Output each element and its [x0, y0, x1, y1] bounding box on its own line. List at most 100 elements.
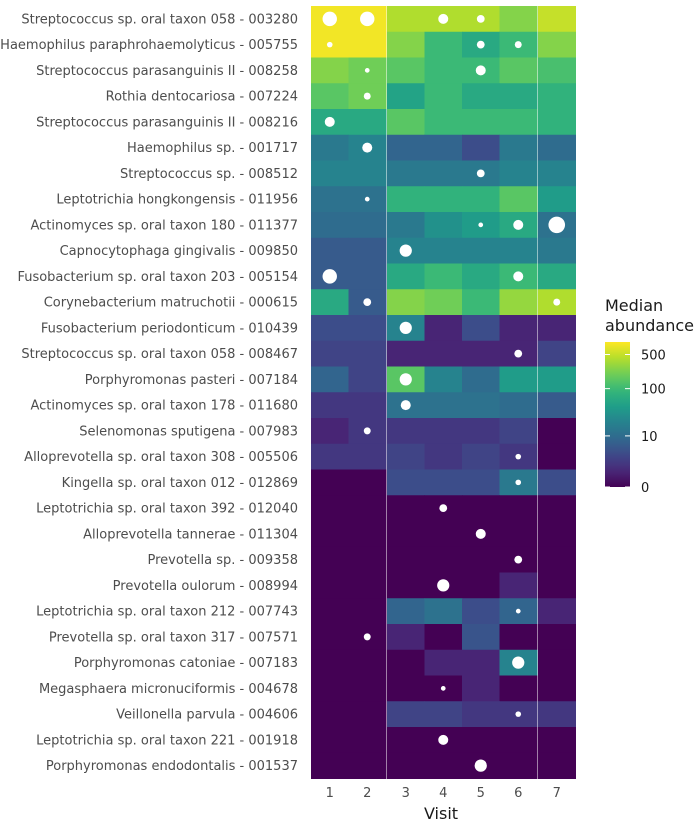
heatmap-cell: [424, 134, 463, 161]
abundance-point: [475, 65, 486, 76]
heatmap-cell: [424, 701, 463, 728]
y-tick-label: Leptotrichia sp. oral taxon 212 - 007743: [36, 605, 298, 620]
heatmap-cell: [424, 57, 463, 84]
heatmap-cell: [387, 134, 425, 161]
heatmap-cell: [499, 160, 538, 187]
heatmap-cell: [311, 315, 349, 342]
heatmap-cell: [462, 443, 500, 470]
heatmap-cell: [538, 366, 576, 393]
heatmap-cell: [462, 701, 500, 728]
heatmap-cell: [424, 109, 463, 136]
abundance-point: [324, 116, 335, 127]
heatmap-cell: [424, 469, 463, 496]
heatmap-cell: [348, 160, 387, 187]
abundance-point: [515, 453, 522, 460]
legend-tick-label: 0: [641, 481, 649, 496]
x-tick-label: 1: [326, 786, 334, 801]
abundance-point: [553, 298, 561, 306]
heatmap-cell: [462, 109, 500, 136]
heatmap-cell: [499, 315, 538, 342]
legend-tick-label: 500: [641, 349, 666, 364]
heatmap-cell: [348, 109, 387, 136]
heatmap-cell: [387, 6, 425, 33]
heatmap-cell: [348, 31, 387, 58]
heatmap-cell: [311, 186, 349, 213]
heatmap-cell: [424, 418, 463, 445]
y-tick-label: Prevotella sp. - 009358: [148, 553, 298, 568]
abundance-point: [512, 656, 525, 669]
heatmap-cell: [348, 675, 387, 702]
y-tick-label: Streptococcus sp. - 008512: [120, 167, 298, 182]
heatmap-cell: [538, 572, 576, 599]
heatmap-cell: [387, 752, 425, 779]
heatmap-cell: [311, 237, 349, 264]
legend-tick-label: 100: [641, 383, 666, 398]
abundance-point: [322, 269, 337, 284]
heatmap-cell: [462, 649, 500, 676]
heatmap-cell: [424, 237, 463, 264]
abundance-point: [360, 11, 375, 27]
y-tick-label: Streptococcus parasanguinis II - 008258: [36, 64, 298, 79]
heatmap-cell: [538, 160, 576, 187]
heatmap-cell: [538, 109, 576, 136]
y-tick-label: Corynebacterium matruchotii - 000615: [44, 296, 298, 311]
heatmap-cell: [462, 392, 500, 419]
x-tick-label: 7: [553, 786, 561, 801]
heatmap-cell: [499, 624, 538, 651]
heatmap-cell: [387, 443, 425, 470]
y-tick-label: Prevotella sp. oral taxon 317 - 007571: [49, 630, 298, 645]
x-tick-label: 4: [439, 786, 447, 801]
abundance-point: [438, 13, 449, 24]
abundance-point: [364, 196, 370, 202]
heatmap-cell: [387, 31, 425, 58]
heatmap-cell: [462, 469, 500, 496]
x-tick-label: 2: [363, 786, 371, 801]
heatmap-cell: [462, 340, 500, 367]
heatmap-cell: [538, 649, 576, 676]
heatmap-cell: [348, 443, 387, 470]
heatmap-cell: [387, 263, 425, 290]
heatmap-cell: [311, 134, 349, 161]
abundance-point: [399, 244, 412, 257]
abundance-point: [439, 504, 448, 513]
heatmap-cell: [424, 649, 463, 676]
abundance-point: [475, 528, 486, 539]
heatmap-cell: [499, 495, 538, 522]
y-tick-label: Selenomonas sputigena - 007983: [79, 424, 298, 439]
heatmap-cell: [311, 366, 349, 393]
heatmap-cell: [311, 546, 349, 573]
abundance-point: [476, 14, 485, 23]
heatmap-cell: [348, 237, 387, 264]
heatmap-cell: [462, 366, 500, 393]
heatmap-cell: [424, 443, 463, 470]
legend-title-line-2: abundance: [605, 316, 694, 335]
heatmap-cell: [462, 134, 500, 161]
heatmap-cell: [462, 418, 500, 445]
abundance-point: [399, 321, 412, 334]
y-tick-label: Alloprevotella tannerae - 011304: [83, 527, 298, 542]
heatmap-cell: [538, 752, 576, 779]
heatmap-cell: [499, 289, 538, 316]
heatmap-cell: [462, 624, 500, 651]
heatmap-cell: [387, 495, 425, 522]
heatmap-cell: [387, 701, 425, 728]
heatmap-cell: [348, 727, 387, 754]
heatmap-cell: [387, 186, 425, 213]
heatmap-cell: [311, 340, 349, 367]
abundance-point: [363, 427, 371, 435]
abundance-point: [513, 271, 524, 282]
heatmap-cell: [462, 83, 500, 110]
heatmap-cell: [499, 6, 538, 33]
heatmap-cell: [387, 83, 425, 110]
y-tick-label: Leptotrichia hongkongensis - 011956: [56, 193, 298, 208]
y-tick-label: Streptococcus sp. oral taxon 058 - 00328…: [21, 12, 298, 27]
heatmap-cell: [538, 675, 576, 702]
heatmap-cell: [538, 443, 576, 470]
heatmap-cell: [311, 521, 349, 548]
heatmap-cell: [538, 186, 576, 213]
abundance-point: [548, 216, 566, 234]
heatmap-cell: [387, 212, 425, 239]
heatmap-cell: [311, 701, 349, 728]
y-tick-label: Rothia dentocariosa - 007224: [106, 90, 298, 105]
y-tick-label: Actinomyces sp. oral taxon 178 - 011680: [31, 399, 299, 414]
